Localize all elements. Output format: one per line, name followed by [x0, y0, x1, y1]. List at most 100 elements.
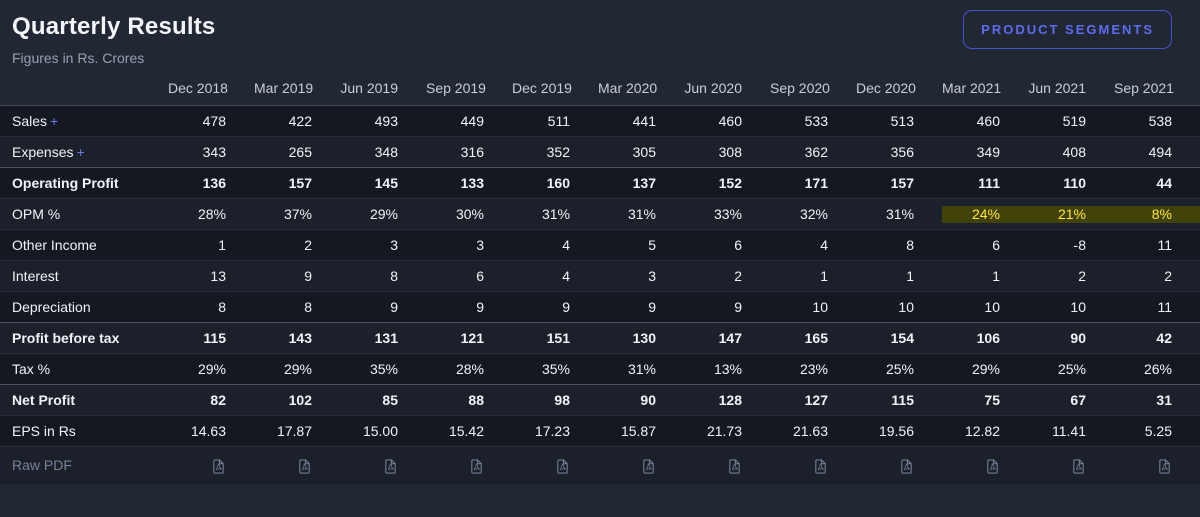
table-row: Net Profit 82 102 85 88 98 90 128 127 115 75 67 31 [0, 384, 1200, 416]
row-label: Expenses + [0, 137, 168, 168]
value-cell: 160 [546, 175, 570, 191]
row-label: Sales + [0, 106, 168, 137]
value-cell: 121 [460, 330, 484, 346]
table-row: Sales +478 422 493 449 511 441 460 533 513 460 519 5… [0, 105, 1200, 137]
value-cell: 127 [804, 392, 828, 408]
table-row: Depreciation 8 8 9 9 9 9 9 10 10 10 10 11 [0, 291, 1200, 323]
value-cell: 151 [546, 330, 570, 346]
row-label-text: Interest [12, 268, 59, 284]
value-cell: 157 [890, 175, 914, 191]
value-cell: 35% [541, 361, 570, 377]
value-cell: 111 [978, 175, 1000, 191]
column-header: Dec 2020 [856, 80, 916, 96]
value-cell: 110 [1063, 175, 1086, 191]
value-cell: 28% [197, 206, 226, 222]
value-cell: 12.82 [964, 423, 1000, 439]
row-label-text: EPS in Rs [12, 423, 76, 439]
value-cell: 362 [804, 144, 828, 160]
pdf-cell [1114, 447, 1200, 484]
row-label-text: Sales [12, 113, 48, 129]
value-cell: 37% [283, 206, 312, 222]
value-cell: 3 [390, 237, 398, 253]
pdf-file-icon[interactable] [555, 459, 570, 474]
row-label: Net Profit [0, 385, 168, 416]
value-cell: 31% [541, 206, 570, 222]
value-cell: 21.73 [706, 423, 742, 439]
pdf-cell [684, 447, 770, 484]
value-cell: 1 [820, 268, 828, 284]
value-cell: 493 [374, 113, 398, 129]
table-row: Operating Profit 136 157 145 133 160 137 152 171… [0, 167, 1200, 199]
value-cell: 352 [546, 144, 570, 160]
table-row: Expenses +343 265 348 316 352 305 308 362 356 349 4… [0, 136, 1200, 168]
row-label-text: Operating Profit [12, 175, 119, 191]
value-cell: 157 [288, 175, 312, 191]
value-cell: 29% [971, 361, 1000, 377]
highlighted-value-cell: 24% [942, 198, 1028, 230]
value-cell: 3 [648, 268, 656, 284]
value-cell: 44 [1156, 175, 1172, 191]
value-cell: 8 [906, 237, 914, 253]
value-cell: 15.00 [362, 423, 398, 439]
value-cell: 305 [632, 144, 656, 160]
row-label-header [0, 80, 168, 106]
pdf-file-icon[interactable] [383, 459, 398, 474]
pdf-file-icon[interactable] [1071, 459, 1086, 474]
value-cell: 85 [382, 392, 398, 408]
column-header: Dec 2019 [512, 80, 572, 96]
value-cell: 128 [718, 392, 742, 408]
row-label-text: Other Income [12, 237, 97, 253]
value-cell: 8 [218, 299, 226, 315]
value-cell: 308 [718, 144, 742, 160]
pdf-file-icon[interactable] [899, 459, 914, 474]
pdf-file-icon[interactable] [641, 459, 656, 474]
pdf-file-icon[interactable] [727, 459, 742, 474]
row-label: Profit before tax [0, 323, 168, 354]
value-cell: 343 [202, 144, 226, 160]
value-cell: 538 [1148, 113, 1172, 129]
value-cell: 5.25 [1144, 423, 1172, 439]
table-row: OPM % 28% 37% 29% 30% 31% 31% 33% 32% 31% 24% 21% 8% [0, 198, 1200, 230]
value-cell: 10 [898, 299, 914, 315]
pdf-cell [942, 447, 1028, 484]
value-cell: 349 [976, 144, 1000, 160]
pdf-file-icon[interactable] [985, 459, 1000, 474]
pdf-file-icon[interactable] [297, 459, 312, 474]
pdf-file-icon[interactable] [211, 459, 226, 474]
table-row: Tax % 29% 29% 35% 28% 35% 31% 13% 23% 25% 29% 25% 26… [0, 353, 1200, 385]
column-header: Jun 2021 [1028, 80, 1086, 96]
value-cell: 408 [1062, 144, 1086, 160]
value-cell: 115 [203, 330, 226, 346]
row-label: Tax % [0, 354, 168, 385]
table-row: Other Income 1 2 3 3 4 5 6 4 8 6 -8 11 [0, 229, 1200, 261]
value-cell: 14.63 [190, 423, 226, 439]
pdf-file-icon[interactable] [1157, 459, 1172, 474]
value-cell: 28% [455, 361, 484, 377]
pdf-cell [512, 447, 598, 484]
value-cell: 165 [804, 330, 828, 346]
expand-row-button[interactable]: + [76, 144, 85, 160]
value-cell: 13% [713, 361, 742, 377]
pdf-file-icon[interactable] [469, 459, 484, 474]
product-segments-button[interactable]: PRODUCT SEGMENTS [963, 10, 1172, 49]
highlighted-value-cell: 8% [1114, 198, 1200, 230]
expand-row-button[interactable]: + [50, 113, 59, 129]
value-cell: 23% [799, 361, 828, 377]
value-cell: 3 [476, 237, 484, 253]
value-cell: 29% [369, 206, 398, 222]
value-cell: 115 [891, 392, 914, 408]
pdf-cell [1028, 447, 1114, 484]
value-cell: 4 [820, 237, 828, 253]
value-cell: 513 [890, 113, 914, 129]
value-cell: 6 [476, 268, 484, 284]
value-cell: 137 [632, 175, 656, 191]
value-cell: 6 [734, 237, 742, 253]
pdf-file-icon[interactable] [813, 459, 828, 474]
value-cell: 9 [476, 299, 484, 315]
value-cell: 316 [460, 144, 484, 160]
pdf-cell [168, 447, 254, 484]
value-cell: 26% [1143, 361, 1172, 377]
value-cell: 10 [812, 299, 828, 315]
value-cell: 31% [627, 206, 656, 222]
value-cell: 9 [734, 299, 742, 315]
